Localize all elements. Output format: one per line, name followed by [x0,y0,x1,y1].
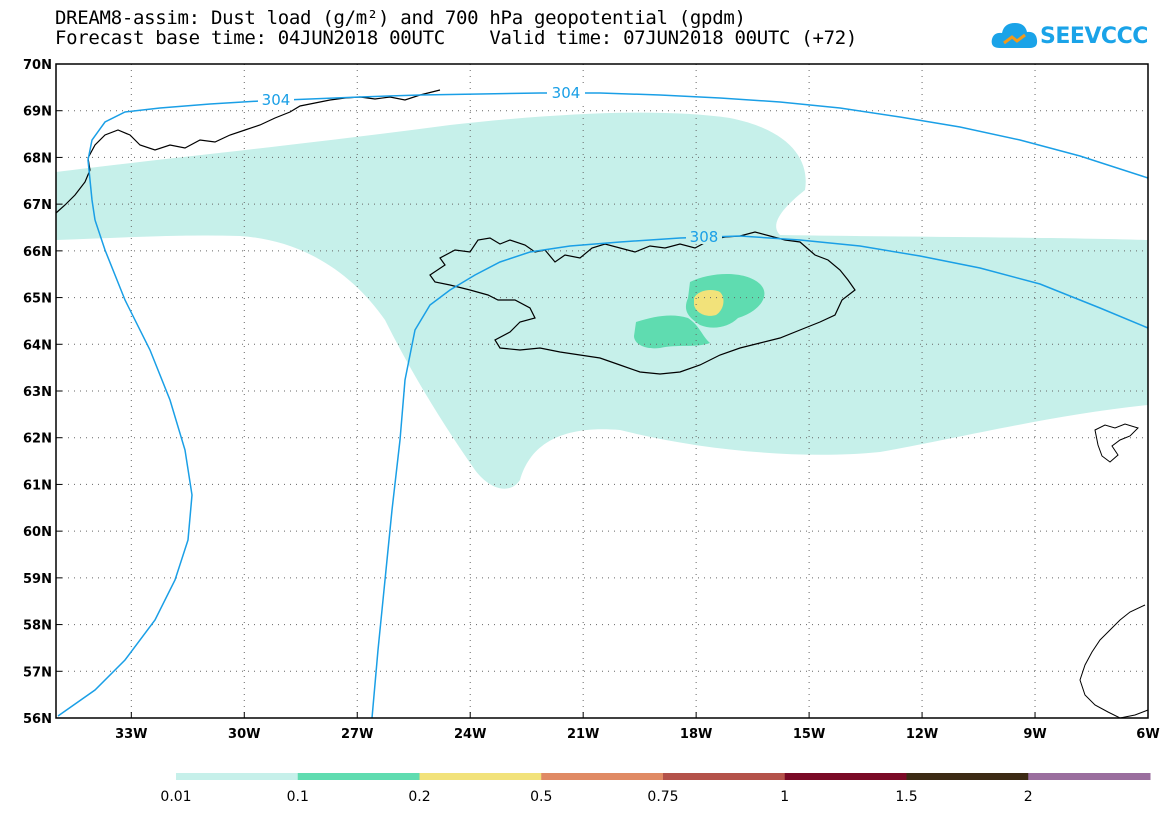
colorbar-swatch [663,773,786,780]
map-title-line2: Forecast base time: 04JUN2018 00UTC Vali… [55,27,858,49]
lon-tick-label: 18W [680,727,712,742]
colorbar-label: 0.75 [647,789,678,805]
lat-axis: 70N 69N 68N 67N 66N 65N 64N 63N 62N 61N 60N 59N 58N 5… [23,58,62,727]
lat-tick-label: 67N [23,198,52,213]
contour-308 [371,235,1149,719]
cloud-icon [991,23,1038,48]
dust-area-low [56,112,1148,489]
colorbar: 0.01 0.1 0.2 0.5 0.75 1 1.5 2 [160,773,1151,805]
lat-tick-label: 65N [23,292,52,307]
contour-label-304-a: 304 [262,91,291,109]
lon-tick-label: 33W [115,727,147,742]
contour-label-304-b: 304 [552,84,581,102]
lat-tick-label: 66N [23,245,52,260]
dust-area-high [694,290,724,316]
lat-tick-label: 58N [23,619,52,634]
lon-tick-label: 12W [906,727,938,742]
map-grid [56,64,1148,718]
lon-tick-label: 6W [1136,727,1159,742]
lon-tick-label: 27W [341,727,373,742]
colorbar-swatch [419,773,542,780]
coastline-scotland [1079,604,1149,719]
lat-tick-label: 57N [23,665,52,680]
colorbar-swatch [297,773,420,780]
lon-tick-label: 15W [793,727,825,742]
lat-tick-label: 59N [23,572,52,587]
lon-tick-label: 21W [567,727,599,742]
colorbar-swatch [541,773,664,780]
contour-label-308: 308 [690,228,719,246]
lat-tick-label: 68N [23,151,52,166]
lat-tick-label: 70N [23,58,52,73]
colorbar-label: 1 [780,789,789,805]
map-title-line1: DREAM8-assim: Dust load (g/m²) and 700 h… [55,7,746,29]
contour-304-west [57,219,193,717]
colorbar-label: 2 [1024,789,1033,805]
colorbar-swatch [906,773,1029,780]
lat-tick-label: 63N [23,385,52,400]
colorbar-swatch [1028,773,1151,780]
colorbar-swatch [176,773,299,780]
colorbar-swatch [784,773,907,780]
lat-tick-label: 60N [23,525,52,540]
lat-tick-label: 61N [23,478,52,493]
colorbar-label: 1.5 [895,789,917,805]
lat-tick-label: 64N [23,338,52,353]
seevccc-logo: SEEVCCC [990,18,1148,58]
lon-tick-label: 9W [1023,727,1046,742]
lat-tick-label: 56N [23,712,52,727]
colorbar-label: 0.1 [287,789,309,805]
lon-axis: 33W 30W 27W 24W 21W 18W 15W 12W 9W 6W [115,712,1160,742]
colorbar-label: 0.2 [408,789,430,805]
lat-tick-label: 62N [23,432,52,447]
lat-tick-label: 69N [23,105,52,120]
coastline-faroe [1094,423,1139,463]
contour-304-north [87,92,1149,221]
colorbar-label: 0.01 [160,789,191,805]
lon-tick-label: 24W [454,727,486,742]
dust-area-mid-2 [634,315,710,349]
lon-tick-label: 30W [228,727,260,742]
colorbar-label: 0.5 [530,789,552,805]
logo-text: SEEVCCC [1040,24,1148,49]
